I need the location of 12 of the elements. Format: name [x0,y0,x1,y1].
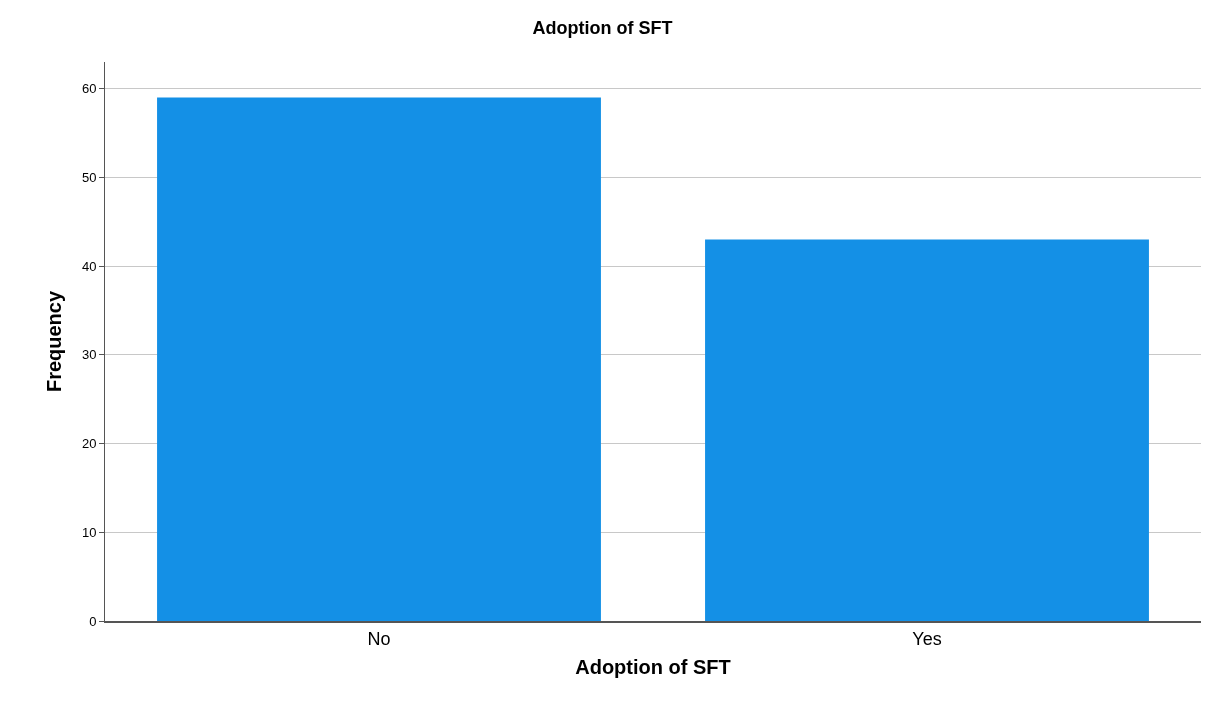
y-tick-label: 50 [81,169,97,185]
chart-title: Adoption of SFT [532,17,673,38]
x-tick-label: Yes [912,628,942,649]
y-axis-title: Frequency [43,290,66,393]
y-tick-label: 10 [81,524,97,540]
y-tick-label: 40 [81,258,97,274]
x-tick-label: No [367,628,391,649]
y-tick-label: 20 [81,436,97,452]
x-axis-title: Adoption of SFT [575,655,731,678]
y-tick-label: 30 [81,347,97,363]
y-tick-label: 60 [81,81,97,97]
y-tick-label: 0 [89,613,97,629]
